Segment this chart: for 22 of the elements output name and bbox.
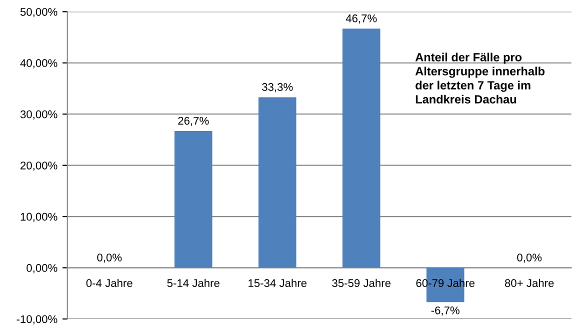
data-label: 33,3% bbox=[262, 83, 293, 92]
y-tick-label: 50,00% bbox=[20, 8, 58, 18]
x-tick-label: 15-34 Jahre bbox=[248, 278, 307, 288]
data-label: 0,0% bbox=[97, 254, 122, 263]
bar bbox=[342, 28, 380, 268]
data-label: 26,7% bbox=[178, 116, 209, 126]
y-tick-label: 20,00% bbox=[20, 162, 58, 171]
y-tick-label: 10,00% bbox=[20, 212, 58, 222]
data-label: 46,7% bbox=[346, 14, 377, 24]
bar bbox=[174, 131, 212, 268]
bar bbox=[258, 97, 296, 268]
y-tick-label: 40,00% bbox=[20, 59, 58, 68]
x-tick-label: 5-14 Jahre bbox=[167, 278, 220, 288]
data-label: -6,7% bbox=[431, 306, 460, 316]
y-tick-label: 0,00% bbox=[26, 264, 58, 274]
y-tick-label: 30,00% bbox=[20, 110, 58, 120]
x-tick-label: 0-4 Jahre bbox=[86, 278, 132, 288]
data-label: 0,0% bbox=[517, 254, 542, 263]
y-tick-label: -10,00% bbox=[16, 315, 58, 324]
annotation: Anteil der Fälle pro Altersgruppe innerhalb der letzten 7 Tage im Landkreis Dachau bbox=[415, 52, 545, 104]
x-tick-label: 35-59 Jahre bbox=[332, 278, 391, 288]
x-tick-label: 80+ Jahre bbox=[504, 278, 554, 288]
